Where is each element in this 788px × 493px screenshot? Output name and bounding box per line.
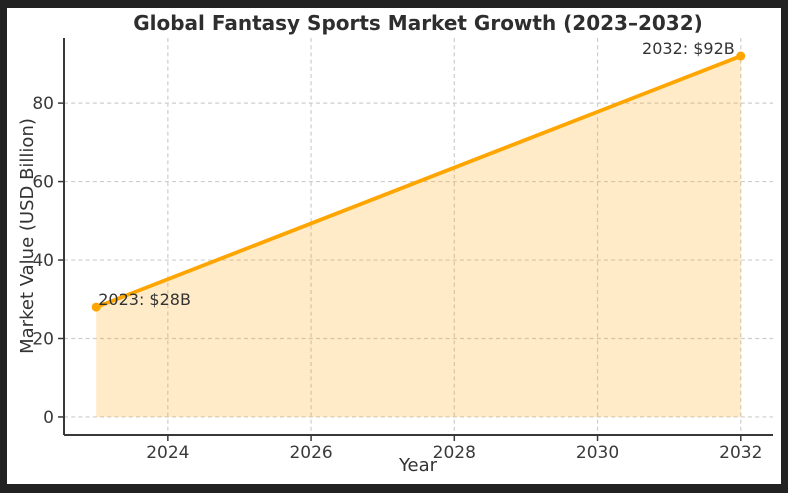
figure-background (7, 8, 781, 484)
line-layer (91, 51, 746, 312)
y-tick-label: 0 (43, 408, 54, 428)
x-axis-label: Year (398, 455, 438, 476)
chart-title: Global Fantasy Sports Market Growth (202… (133, 11, 703, 35)
y-axis-label: Market Value (USD Billion) (17, 118, 38, 354)
x-tick-label: 2032 (719, 443, 762, 463)
y-tick-label: 80 (32, 94, 54, 114)
area-fill (96, 56, 741, 417)
x-tick-label: 2028 (433, 443, 476, 463)
data-point-annotation: 2023: $28B (98, 290, 191, 309)
y-tick-label: 20 (32, 329, 54, 349)
tick-label-layer: 2024 2026 2028 2030 2032 0 20 40 60 80 (32, 94, 762, 463)
data-point-marker (91, 302, 101, 312)
y-tick-label: 60 (32, 173, 54, 193)
y-tick-label: 40 (32, 251, 54, 271)
x-tick-label: 2026 (289, 443, 332, 463)
trend-line (94, 54, 743, 310)
data-point-marker (736, 51, 746, 61)
area-layer (96, 56, 741, 417)
tick-layer (58, 102, 742, 441)
annotation-layer: 2023: $28B 2032: $92B (98, 39, 735, 309)
x-tick-label: 2024 (146, 443, 189, 463)
spine-layer (63, 38, 773, 436)
x-tick-label: 2030 (576, 443, 619, 463)
data-point-annotation: 2032: $92B (642, 39, 735, 58)
